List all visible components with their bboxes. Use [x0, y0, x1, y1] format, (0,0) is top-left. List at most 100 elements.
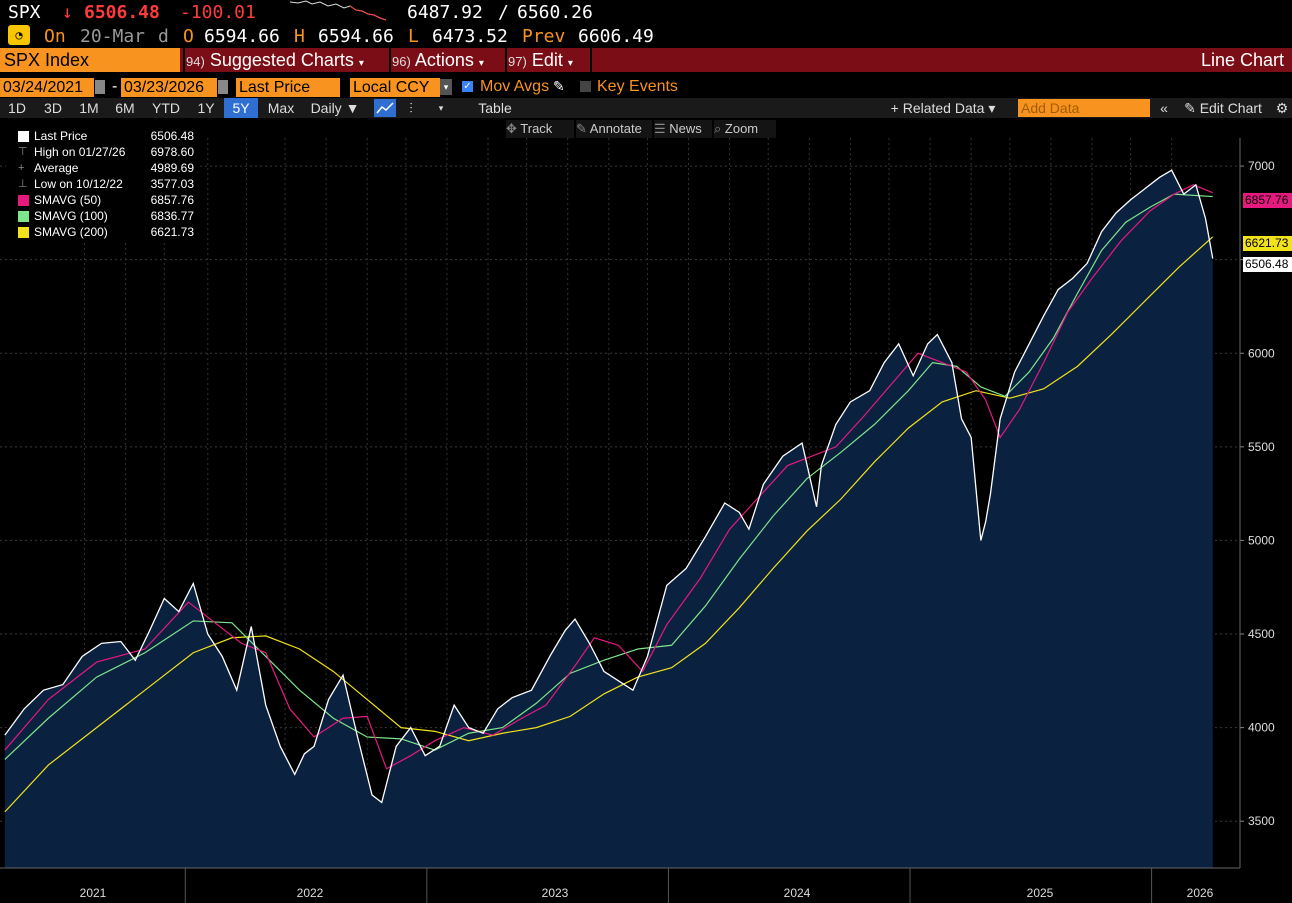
price-chart[interactable]: 3500 4000 4500 5000 5500 6000 7000 2021 2022 2023… [0, 118, 1292, 903]
legend-label: High on 01/27/26 [34, 145, 126, 159]
key-events-checkbox[interactable] [580, 81, 591, 92]
mov-avgs-checkbox[interactable]: ✓ [462, 81, 473, 92]
legend-label: SMAVG (200) [34, 225, 108, 239]
price-tag-smavg-200: 6621.73 [1243, 236, 1292, 251]
legend-row-last-price[interactable]: Last Price 6506.48 [6, 128, 198, 144]
legend-swatch [18, 211, 29, 222]
add-data-placeholder: Add Data [1021, 100, 1080, 116]
bar-chart-icon[interactable]: ⫶ [409, 100, 413, 116]
period-3d[interactable]: 3D [44, 100, 62, 116]
day-range-low: 6487.92 [407, 2, 483, 23]
chart-type-caret-icon[interactable]: ▾ [438, 103, 444, 113]
legend-row-average: + Average 4989.69 [6, 160, 198, 176]
start-date-field[interactable]: 03/24/2021 [0, 78, 94, 97]
legend-label: Average [34, 161, 79, 175]
table-button[interactable]: Table [478, 100, 512, 116]
key-events-label[interactable]: Key Events [597, 78, 678, 95]
line-chart-icon[interactable] [374, 99, 396, 117]
pencil-icon: ✎ [1184, 100, 1200, 116]
collapse-icon[interactable]: « [1160, 100, 1168, 116]
period-5y[interactable]: 5Y [224, 98, 258, 118]
legend-value: 4989.69 [150, 161, 194, 175]
quote-date: 20-Mar [80, 26, 146, 47]
x-tick-label: 2023 [542, 886, 569, 900]
net-change: -100.01 [180, 2, 256, 23]
frequency-selector[interactable]: Daily ▼ [310, 100, 360, 116]
zoom-tool[interactable]: ⌕ Zoom [714, 120, 776, 138]
legend-label: Low on 10/12/22 [34, 177, 123, 191]
series-line-last-price [4, 169, 1214, 804]
legend-value: 3577.03 [150, 177, 194, 191]
legend-label: SMAVG (100) [34, 209, 108, 223]
y-tick-label: 7000 [1248, 159, 1275, 173]
annotate-label: Annotate [589, 121, 642, 136]
period-1m[interactable]: 1M [79, 100, 99, 116]
zoom-label: Zoom [724, 121, 759, 136]
related-data-label: + Related Data [890, 100, 985, 116]
open-value: 6594.66 [204, 26, 280, 47]
legend-swatch [18, 195, 29, 206]
period-max[interactable]: Max [267, 100, 295, 116]
calendar-icon[interactable] [95, 80, 105, 94]
mov-avgs-label[interactable]: Mov Avgs [480, 78, 550, 95]
legend-row-smavg-100[interactable]: SMAVG (100) 6836.77 [6, 208, 198, 224]
average-marker-icon: + [18, 162, 25, 174]
related-data-menu[interactable]: + Related Data ▾ [890, 100, 996, 116]
y-tick-label: 3500 [1248, 814, 1275, 828]
security-field[interactable]: SPX Index [0, 48, 180, 72]
price-tag-last-price: 6506.48 [1243, 257, 1292, 272]
actions-num: 96) [392, 54, 411, 69]
end-date-field[interactable]: 03/23/2026 [121, 78, 217, 97]
chart-type-title: Line Chart [1200, 50, 1284, 70]
ohlc-header: ◔ On 20-Mar d O 6594.66 H 6594.66 L 6473… [0, 24, 1292, 48]
period-1d[interactable]: 1D [8, 100, 26, 116]
calendar-icon[interactable] [218, 80, 228, 94]
low-marker-icon: ⊥ [18, 178, 28, 190]
actions-label: Actions [414, 50, 474, 70]
y-tick-label: 6000 [1248, 346, 1275, 360]
annotate-tool[interactable]: ✎ Annotate [576, 120, 652, 138]
legend-swatch [18, 131, 29, 142]
add-data-input[interactable]: Add Data [1018, 99, 1150, 117]
y-tick-label: 5000 [1248, 533, 1275, 547]
period-bar: 1D 3D 1M 6M YTD 1Y 5Y Max Daily ▼ ⫶ ▾ Ta… [0, 98, 1292, 118]
period-6m[interactable]: 6M [115, 100, 135, 116]
currency-selector[interactable]: Local CCY [350, 78, 440, 97]
edit-menu[interactable]: 97) Edit ▾ [508, 48, 588, 72]
x-tick-label: 2026 [1187, 886, 1214, 900]
day-range-high: 6560.26 [517, 2, 593, 23]
quote-header: SPX ↓ 6506.48 -100.01 6487.92 / 6560.26 [0, 0, 1292, 24]
speed-gauge-icon[interactable]: ◔ [8, 25, 30, 45]
actions-menu[interactable]: 96) Actions ▾ [392, 48, 502, 72]
suggested-charts-menu[interactable]: 94) Suggested Charts ▾ [186, 48, 386, 72]
legend-value: 6506.48 [150, 129, 194, 143]
legend-row-smavg-50[interactable]: SMAVG (50) 6857.76 [6, 192, 198, 208]
dropdown-caret-icon[interactable]: ▾ [440, 79, 452, 95]
edit-num: 97) [508, 54, 527, 69]
edit-chart-button[interactable]: ✎ Edit Chart [1178, 98, 1268, 118]
down-arrow-icon: ↓ [62, 2, 73, 23]
prev-value: 6606.49 [578, 26, 654, 47]
field-selector[interactable]: Last Price [236, 78, 340, 97]
legend-label: SMAVG (50) [34, 193, 102, 207]
low-value: 6473.52 [432, 26, 508, 47]
legend-label: Last Price [34, 129, 88, 143]
legend-row-smavg-200[interactable]: SMAVG (200) 6621.73 [6, 224, 198, 240]
function-toolbar: SPX Index 94) Suggested Charts ▾ 96) Act… [0, 48, 1292, 72]
series-line-smavg-200- [4, 236, 1214, 813]
period-1y[interactable]: 1Y [197, 100, 215, 116]
ticker: SPX [8, 2, 41, 23]
period-ytd[interactable]: YTD [152, 100, 180, 116]
gear-icon[interactable]: ⚙ [1275, 100, 1289, 116]
legend-value: 6621.73 [150, 225, 194, 239]
track-tool[interactable]: ✥ Track [506, 120, 574, 138]
day-range-sep: / [498, 2, 509, 23]
frequency-label: Daily [310, 100, 342, 116]
suggested-label: Suggested Charts [209, 50, 354, 70]
legend-swatch [18, 227, 29, 238]
news-tool[interactable]: ☰ News [654, 120, 712, 138]
x-tick-label: 2025 [1027, 886, 1054, 900]
pencil-icon[interactable]: ✎ [553, 78, 565, 94]
y-tick-label: 5500 [1248, 440, 1275, 454]
prev-label: Prev [522, 26, 566, 47]
